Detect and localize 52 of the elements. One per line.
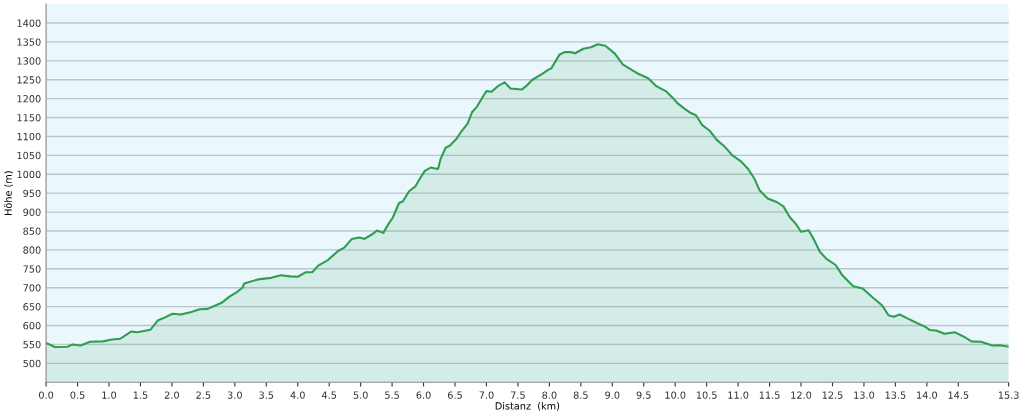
x-tick-label: 3.0	[227, 391, 242, 399]
y-tick-label: 1350	[17, 38, 41, 46]
y-tick-label: 900	[23, 208, 41, 216]
x-tick-label: 5.0	[353, 391, 368, 399]
y-tick-label: 1100	[17, 132, 41, 141]
y-axis-title: Höhe (m)	[4, 171, 13, 215]
x-tick-label: 6.5	[447, 391, 462, 399]
x-tick-label: 13.5	[885, 391, 906, 399]
x-tick-label: 2.5	[196, 391, 211, 399]
x-tick-label: 9.5	[636, 391, 651, 399]
x-tick-label: 1.5	[133, 391, 148, 399]
y-tick-label: 1050	[17, 151, 41, 160]
x-tick-label: 5.5	[385, 391, 399, 399]
x-tick-label: 11.0	[728, 391, 749, 399]
y-tick-label: 650	[23, 303, 41, 311]
x-tick-label: 15.3	[998, 391, 1019, 399]
x-tick-label: 12.5	[822, 391, 843, 399]
y-tick-label: 1300	[17, 57, 41, 65]
x-tick-label: 11.5	[759, 391, 780, 399]
x-tick-label: 4.0	[290, 391, 305, 399]
x-tick-label: 1.0	[102, 391, 117, 399]
x-tick-label: 0.0	[38, 391, 54, 399]
x-tick-label: 7.5	[510, 391, 525, 399]
x-tick-label: 4.5	[321, 391, 337, 399]
y-tick-label: 1400	[17, 19, 41, 27]
y-tick-label: 1000	[17, 170, 41, 179]
y-tick-label: 1200	[17, 95, 41, 103]
x-tick-label: 2.0	[164, 391, 179, 399]
y-tick-label: 500	[23, 359, 41, 368]
x-tick-label: 6.0	[416, 391, 431, 399]
x-tick-label: 14.0	[917, 391, 938, 399]
x-tick-label: 7.0	[479, 391, 494, 399]
y-tick-label: 750	[23, 265, 41, 273]
x-tick-label: 14.5	[948, 391, 969, 399]
x-tick-label: 8.5	[573, 391, 588, 399]
y-tick-label: 1150	[17, 114, 41, 122]
x-tick-label: 13.0	[854, 391, 875, 399]
y-tick-label: 1250	[17, 76, 41, 84]
x-axis-title: Distanz (km)	[495, 402, 560, 411]
x-tick-label: 8.0	[542, 391, 557, 399]
y-tick-label: 700	[23, 284, 41, 292]
x-tick-label: 10.5	[696, 391, 717, 399]
y-tick-label: 800	[23, 246, 41, 254]
x-tick-label: 12.0	[791, 391, 812, 399]
y-tick-label: 850	[23, 227, 41, 235]
x-tick-label: 0.5	[70, 391, 85, 399]
x-tick-label: 10.0	[665, 391, 686, 399]
x-tick-label: 3.5	[259, 391, 274, 399]
x-tick-label: 9.0	[605, 391, 620, 399]
y-tick-label: 950	[23, 189, 41, 197]
y-tick-label: 550	[23, 340, 41, 349]
y-tick-label: 600	[23, 321, 41, 330]
